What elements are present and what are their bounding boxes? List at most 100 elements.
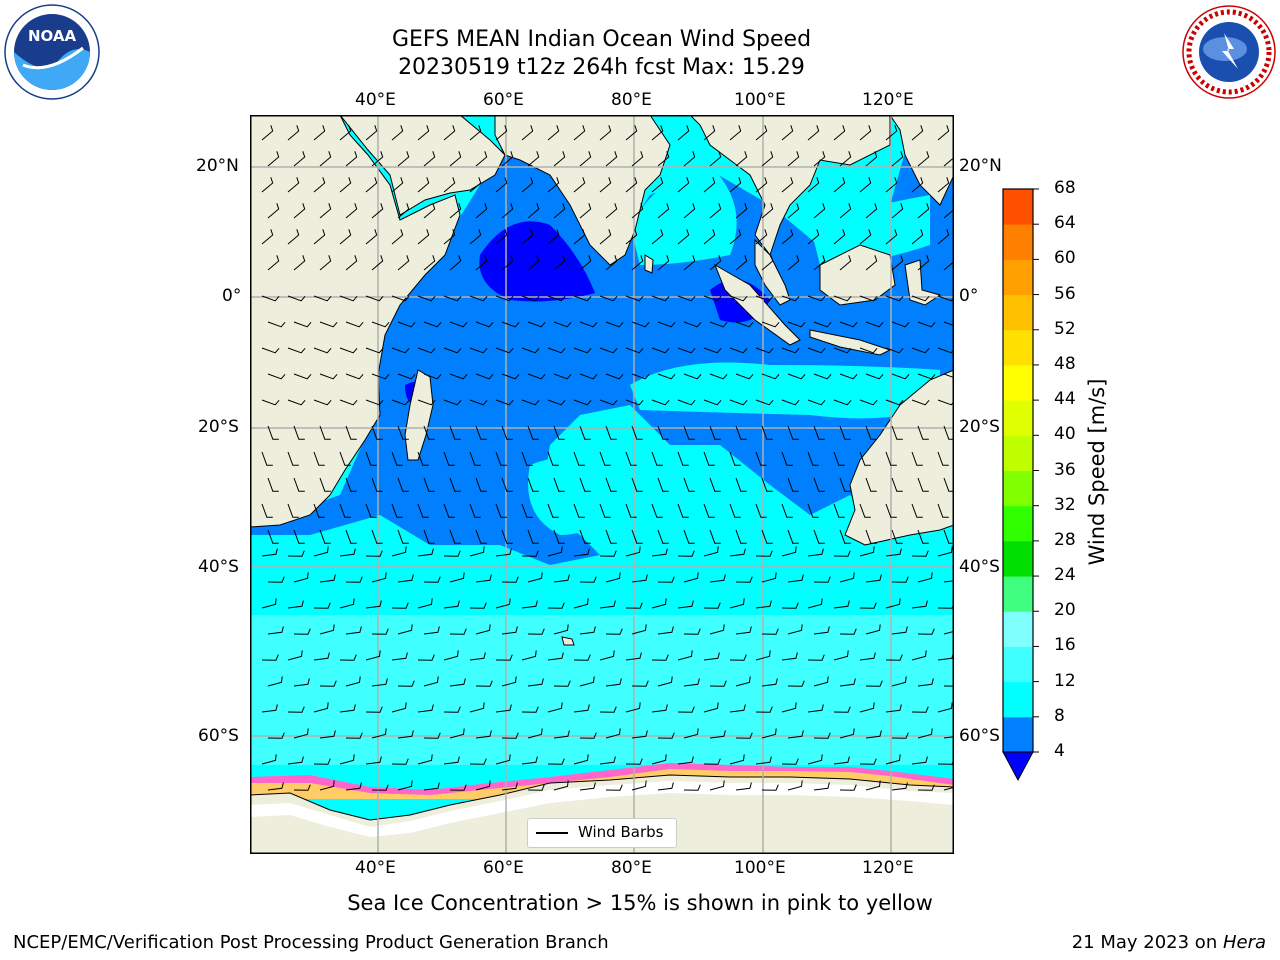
wind-barb bbox=[839, 529, 851, 544]
wind-barb bbox=[475, 529, 487, 544]
wind-barb bbox=[287, 600, 304, 609]
wind-barb bbox=[677, 706, 695, 713]
wind-barb bbox=[547, 177, 560, 193]
wind-barb bbox=[319, 680, 337, 687]
wind-barb bbox=[625, 399, 644, 406]
wind-barb bbox=[521, 399, 540, 406]
wind-barb bbox=[527, 678, 544, 687]
wind-barb bbox=[787, 477, 799, 492]
wind-barb bbox=[683, 728, 699, 739]
colorbar-segment bbox=[1003, 540, 1033, 577]
wind-barb bbox=[683, 784, 701, 791]
wind-barb bbox=[631, 151, 644, 167]
wind-barb bbox=[599, 756, 616, 765]
wind-barb bbox=[735, 782, 752, 791]
wind-barb bbox=[391, 546, 407, 557]
wind-barb bbox=[631, 529, 643, 544]
wind-barb bbox=[319, 321, 338, 328]
wind-barb bbox=[677, 756, 694, 765]
wind-barb bbox=[573, 704, 590, 713]
wind-barb bbox=[813, 626, 830, 635]
wind-barb bbox=[885, 177, 898, 193]
colorbar-segment bbox=[1003, 364, 1033, 401]
wind-barb bbox=[781, 177, 794, 193]
wind-barb bbox=[943, 736, 954, 739]
wind-barb bbox=[709, 680, 727, 687]
wind-barb bbox=[495, 754, 511, 765]
wind-barb bbox=[371, 678, 388, 687]
wind-barb bbox=[319, 477, 331, 492]
wind-barb bbox=[501, 321, 520, 328]
wind-barb bbox=[865, 624, 881, 635]
colorbar-segment bbox=[1003, 576, 1033, 612]
wind-barb bbox=[579, 255, 592, 271]
wind-barb bbox=[651, 503, 663, 518]
wind-barb bbox=[443, 756, 460, 765]
map-frame bbox=[250, 115, 954, 854]
wind-barb bbox=[547, 451, 559, 466]
wind-barb bbox=[261, 654, 279, 661]
wind-barb bbox=[917, 255, 930, 271]
wind-barb bbox=[631, 574, 648, 583]
wind-barb bbox=[345, 626, 362, 635]
wind-barb bbox=[287, 550, 305, 557]
wind-barb bbox=[365, 451, 377, 466]
wind-barb bbox=[865, 151, 878, 167]
wind-barb bbox=[397, 425, 409, 440]
wind-barb bbox=[625, 758, 643, 765]
colorbar-tick-label: 28 bbox=[1054, 529, 1076, 550]
wind-barb bbox=[267, 732, 285, 739]
wind-barb bbox=[391, 652, 408, 661]
wind-barb bbox=[501, 151, 514, 167]
wind-barb bbox=[709, 477, 721, 492]
footer-credit: NCEP/EMC/Verification Post Processing Pr… bbox=[13, 932, 609, 953]
lat-tick-right: 60°S bbox=[959, 726, 1000, 746]
wind-barb-legend-line bbox=[536, 832, 568, 834]
wind-barb bbox=[293, 321, 312, 328]
wind-barb bbox=[605, 477, 617, 492]
wind-barb bbox=[885, 295, 904, 302]
wind-barb bbox=[391, 758, 409, 765]
wind-barb bbox=[371, 373, 390, 380]
wind-barb bbox=[885, 125, 898, 141]
wind-barb bbox=[657, 151, 670, 167]
wind-barb bbox=[573, 503, 585, 518]
wind-barb bbox=[839, 628, 857, 635]
wind-barb bbox=[397, 203, 410, 219]
wind-barb bbox=[651, 399, 670, 406]
wind-barb bbox=[865, 255, 878, 271]
wind-barb bbox=[865, 529, 877, 544]
wind-barb bbox=[293, 572, 309, 583]
wind-barb bbox=[267, 373, 286, 380]
wind-barb bbox=[261, 347, 280, 354]
colorbar-tick-label: 32 bbox=[1054, 494, 1076, 515]
wind-barb bbox=[495, 229, 508, 245]
wind-barb bbox=[397, 151, 410, 167]
wind-barb bbox=[521, 229, 534, 245]
wind-barb bbox=[267, 576, 285, 583]
wind-barb bbox=[319, 373, 338, 380]
wind-barb bbox=[345, 255, 358, 271]
wind-barb bbox=[735, 151, 748, 167]
wind-barb bbox=[449, 728, 465, 739]
wind-barb bbox=[755, 229, 768, 245]
wind-barb bbox=[651, 654, 669, 661]
wind-barb bbox=[495, 654, 513, 661]
wind-barb bbox=[761, 425, 773, 440]
wind-barb bbox=[735, 676, 751, 687]
wind-barb bbox=[833, 177, 846, 193]
wind-barb bbox=[651, 598, 667, 609]
wind-barb bbox=[417, 125, 430, 141]
colorbar-tick-label: 24 bbox=[1054, 565, 1076, 586]
wind-barb bbox=[787, 203, 800, 219]
wind-barb bbox=[339, 654, 357, 661]
wind-barb bbox=[631, 780, 647, 791]
wind-barb bbox=[417, 598, 433, 609]
wind-barb bbox=[365, 600, 382, 609]
wind-barb bbox=[651, 295, 670, 302]
wind-barb bbox=[365, 399, 384, 406]
wind-barb bbox=[573, 347, 592, 354]
wind-barb bbox=[261, 451, 273, 466]
wind-barb bbox=[287, 399, 306, 406]
wind-barb bbox=[423, 373, 442, 380]
